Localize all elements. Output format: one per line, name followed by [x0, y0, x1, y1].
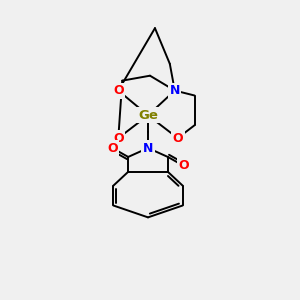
Text: Ge: Ge — [138, 109, 158, 122]
Text: O: O — [107, 142, 118, 154]
Text: O: O — [113, 84, 124, 97]
Text: O: O — [178, 159, 189, 172]
Text: O: O — [113, 132, 124, 145]
Text: N: N — [143, 142, 153, 154]
Text: N: N — [169, 84, 180, 97]
Text: O: O — [172, 132, 183, 145]
